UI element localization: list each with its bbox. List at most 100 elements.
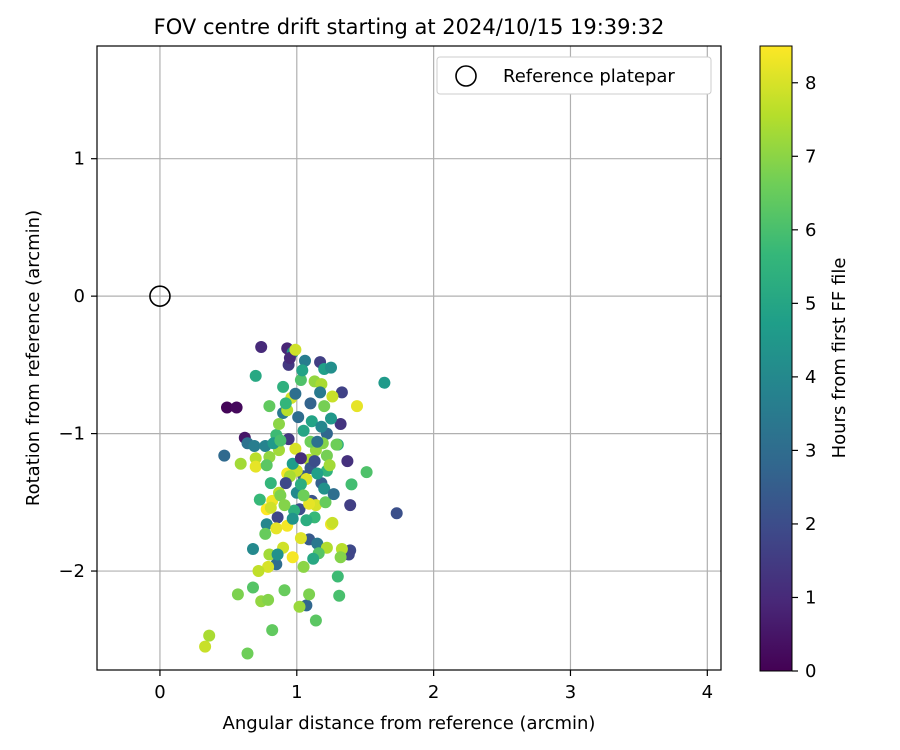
x-axis-label: Angular distance from reference (arcmin): [223, 713, 596, 734]
data-point: [263, 548, 276, 561]
data-point: [279, 477, 292, 490]
data-point: [286, 551, 299, 564]
data-point: [231, 588, 244, 601]
colorbar-tick-label: 0: [805, 661, 816, 682]
data-point: [330, 438, 343, 451]
data-point: [289, 343, 302, 356]
data-point: [289, 387, 302, 400]
data-point: [314, 386, 327, 399]
data-point: [320, 449, 333, 462]
data-point: [199, 640, 212, 653]
y-tick-label: 1: [74, 149, 85, 170]
data-point: [334, 418, 347, 430]
x-tick-label: 1: [291, 682, 302, 703]
legend: Reference platepar: [436, 56, 712, 95]
data-point: [341, 455, 354, 468]
y-tick-label: −1: [58, 424, 85, 445]
data-point: [297, 560, 310, 573]
data-point: [270, 522, 283, 535]
data-point: [247, 581, 259, 594]
data-point: [335, 386, 348, 399]
data-point: [326, 390, 339, 403]
x-tick-label: 4: [702, 682, 713, 703]
colorbar-tick-label: 6: [805, 220, 816, 241]
colorbar-tick-label: 5: [805, 293, 816, 314]
colorbar-label: Hours from first FF file: [829, 258, 850, 459]
chart-title: FOV centre drift starting at 2024/10/15 …: [154, 15, 665, 39]
data-point: [241, 647, 254, 660]
colorbar-ticks: 0 1 2 3 4 5 6 7 8: [792, 73, 816, 682]
y-axis-label: Rotation from reference (arcmin): [23, 210, 44, 506]
data-point: [333, 589, 346, 602]
y-axis-ticks: −2 −1 0 1: [58, 149, 97, 582]
colorbar-gradient: [759, 45, 793, 672]
data-point: [378, 376, 391, 389]
data-point: [315, 420, 328, 433]
plot-area-frame: [96, 45, 722, 671]
data-point: [318, 400, 331, 413]
data-point: [252, 565, 265, 577]
data-point: [294, 452, 307, 465]
data-point: [305, 415, 318, 428]
data-point: [303, 588, 316, 601]
reference-marker: [149, 285, 171, 307]
data-point: [259, 527, 272, 540]
colorbar-tick-label: 2: [805, 514, 816, 535]
data-point: [279, 397, 292, 410]
grid-lines: [97, 46, 721, 670]
data-point: [266, 624, 279, 637]
scatter-points: [199, 341, 403, 660]
y-tick-label: 0: [74, 286, 85, 307]
data-point: [263, 400, 276, 413]
data-point: [271, 548, 284, 561]
data-point: [300, 514, 313, 527]
data-point: [274, 434, 287, 447]
data-point: [203, 629, 216, 642]
data-point: [234, 457, 247, 470]
data-point: [308, 455, 321, 468]
data-point: [307, 552, 320, 565]
data-point: [326, 516, 339, 529]
data-point: [292, 411, 305, 424]
data-point: [262, 593, 275, 606]
colorbar-tick-label: 1: [805, 587, 816, 608]
data-point: [319, 496, 332, 509]
colorbar-tick-label: 3: [805, 440, 816, 461]
data-point: [299, 354, 311, 367]
data-point: [264, 501, 277, 514]
data-point: [334, 551, 347, 564]
data-point: [297, 489, 310, 502]
x-axis-ticks: 0 1 2 3 4: [154, 670, 713, 703]
data-point: [249, 460, 262, 473]
data-point: [264, 477, 277, 490]
legend-box: [436, 56, 712, 95]
data-point: [345, 478, 358, 491]
colorbar-tick-label: 4: [805, 367, 816, 388]
data-point: [294, 532, 307, 545]
data-point: [304, 397, 317, 410]
data-point: [309, 614, 322, 627]
data-point: [297, 424, 310, 437]
data-point: [271, 511, 284, 524]
data-point: [311, 435, 324, 448]
legend-label: Reference platepar: [503, 66, 675, 87]
data-point: [325, 361, 337, 374]
data-point: [311, 467, 324, 480]
data-point: [262, 560, 275, 573]
data-point: [311, 537, 324, 550]
data-point: [273, 418, 285, 430]
data-point: [255, 341, 268, 353]
data-point: [294, 374, 307, 386]
data-point: [294, 478, 307, 491]
data-point: [351, 400, 363, 413]
data-point: [260, 518, 273, 531]
data-point: [296, 364, 309, 377]
data-point: [323, 459, 336, 472]
data-point: [249, 369, 262, 382]
data-point: [289, 442, 302, 455]
data-point: [331, 570, 344, 583]
data-point: [260, 459, 273, 472]
data-point: [274, 489, 287, 502]
data-point: [286, 512, 299, 525]
